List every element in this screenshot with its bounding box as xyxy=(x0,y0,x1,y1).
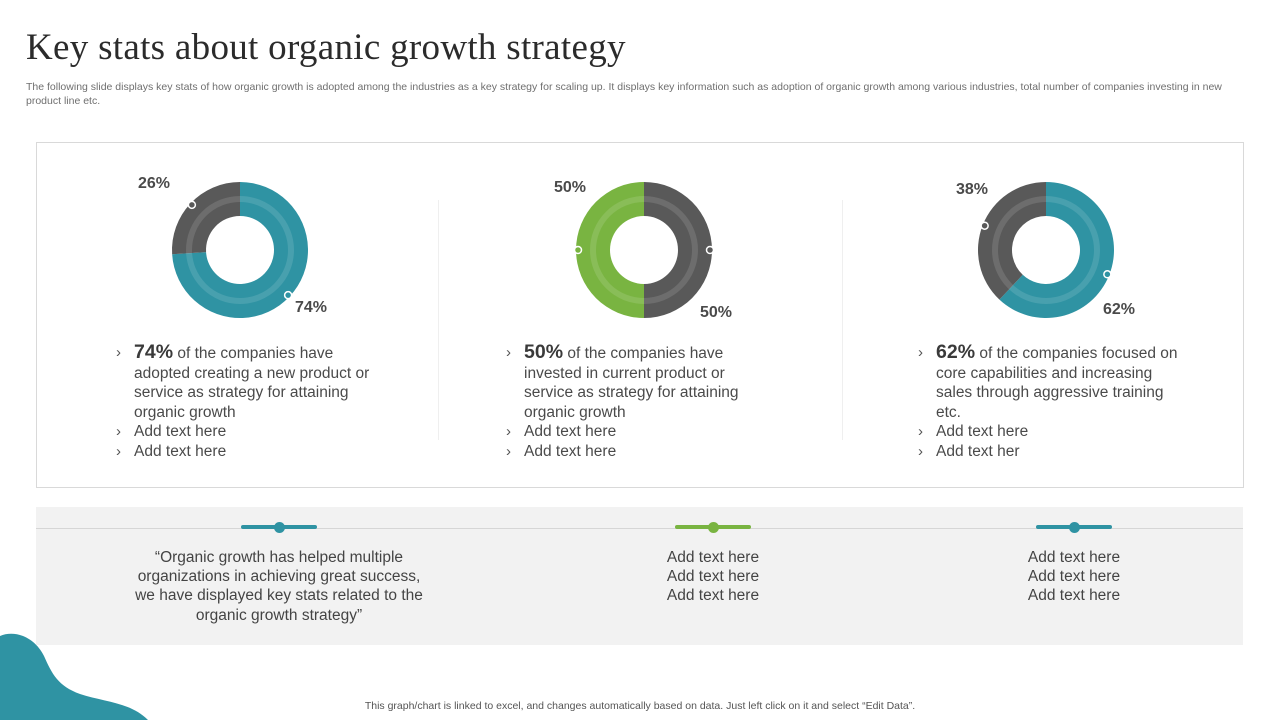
chevron-right-icon: › xyxy=(918,423,923,440)
donut-3-label-teal: 62% xyxy=(1103,301,1136,318)
accent-dot xyxy=(1069,522,1080,533)
accent-dot xyxy=(274,522,285,533)
stat-bullet: › Add text here xyxy=(116,442,376,462)
bullet-text: Add text here xyxy=(524,423,617,440)
donut-1-marker-2 xyxy=(187,200,197,210)
chevron-right-icon: › xyxy=(506,344,511,361)
footer-note: This graph/chart is linked to excel, and… xyxy=(364,700,916,712)
donut-2-slice-2[interactable] xyxy=(576,182,644,318)
donut-1-slice-2[interactable] xyxy=(172,182,240,255)
chevron-right-icon: › xyxy=(506,442,511,460)
stat-bullet: › Add text here xyxy=(116,422,376,442)
stat-bullet: › Add text her xyxy=(918,442,1180,462)
chevron-right-icon: › xyxy=(116,344,121,361)
chevron-right-icon: › xyxy=(116,442,121,460)
stat-highlight: 62% xyxy=(936,341,976,363)
donut-1-label-grey: 26% xyxy=(138,175,171,192)
donut-1-inner-ring xyxy=(186,196,294,304)
summary-band xyxy=(36,507,1243,645)
stat-bullet: › Add text here xyxy=(506,422,756,442)
donut-3-marker-1 xyxy=(1103,270,1112,279)
chevron-right-icon: › xyxy=(918,442,923,460)
bullet-text: Add text here xyxy=(524,442,617,460)
donut-3-label-grey: 38% xyxy=(956,181,989,198)
decorative-wave-shape xyxy=(0,633,148,720)
band-text-line: Add text here xyxy=(1027,549,1121,566)
chevron-right-icon: › xyxy=(918,344,923,361)
stat-list-1: › 74% of the companies have adopted creat… xyxy=(116,341,376,462)
stat-bullet-main: › 50% of the companies have invested in c… xyxy=(506,341,756,422)
band-text-line: Add text here xyxy=(666,549,760,566)
donut-2-label-green: 50% xyxy=(554,179,587,196)
donut-3-marker-2 xyxy=(980,221,989,230)
donut-3-slice-1[interactable] xyxy=(999,182,1114,318)
page-title: Key stats about organic growth strategy xyxy=(26,27,626,68)
donut-1-marker-1 xyxy=(283,290,293,300)
stat-highlight: 74% xyxy=(134,341,174,363)
donut-2-marker-2 xyxy=(573,245,583,255)
stat-bullet-main: › 74% of the companies have adopted creat… xyxy=(116,341,376,422)
bullet-text: Add text here xyxy=(134,442,227,460)
stat-highlight: 50% xyxy=(524,341,564,363)
band-text-line: Add text here xyxy=(1027,587,1121,605)
donut-chart-2[interactable] xyxy=(564,170,724,330)
donut-chart-1[interactable] xyxy=(160,170,320,330)
donut-2-marker-1 xyxy=(705,245,715,255)
bullet-text: Add text her xyxy=(936,442,1020,460)
donut-1-slice-1[interactable] xyxy=(172,182,308,318)
band-column-2: Add text here Add text here Add text her… xyxy=(603,548,823,606)
band-text-line: Add text here xyxy=(666,568,760,586)
stat-text: of the companies focused on core capabil… xyxy=(936,345,1178,421)
band-text-line: Add text here xyxy=(1027,568,1121,586)
donut-chart-3[interactable] xyxy=(966,170,1126,330)
donut-3-slice-2[interactable] xyxy=(978,182,1046,300)
donut-2-inner-ring xyxy=(590,196,698,304)
donut-1-label-teal: 74% xyxy=(295,299,328,316)
stat-bullet-main: › 62% of the companies focused on core ca… xyxy=(918,341,1180,422)
stat-text: of the companies have invested in curren… xyxy=(524,345,739,421)
column-divider xyxy=(438,200,439,440)
page-subtitle: The following slide displays key stats o… xyxy=(26,81,1222,107)
chevron-right-icon: › xyxy=(506,423,511,440)
donut-2-slice-1[interactable] xyxy=(644,182,712,318)
band-column-3: Add text here Add text here Add text her… xyxy=(964,548,1184,606)
band-text-line: Add text here xyxy=(666,587,760,605)
stat-bullet: › Add text here xyxy=(506,442,756,462)
stat-text: of the companies have adopted creating a… xyxy=(134,345,370,421)
stat-list-2: › 50% of the companies have invested in c… xyxy=(506,341,756,462)
donut-3-inner-ring xyxy=(992,196,1100,304)
band-divider-line xyxy=(36,528,1243,529)
quote-text: “Organic growth has helped multiple orga… xyxy=(135,549,423,624)
stat-bullet: › Add text here xyxy=(918,422,1180,442)
donut-2-label-grey: 50% xyxy=(700,304,733,321)
bullet-text: Add text here xyxy=(936,423,1029,440)
chevron-right-icon: › xyxy=(116,423,121,440)
stat-list-3: › 62% of the companies focused on core ca… xyxy=(918,341,1180,462)
accent-dot xyxy=(708,522,719,533)
bullet-text: Add text here xyxy=(134,423,227,440)
column-divider xyxy=(842,200,843,440)
